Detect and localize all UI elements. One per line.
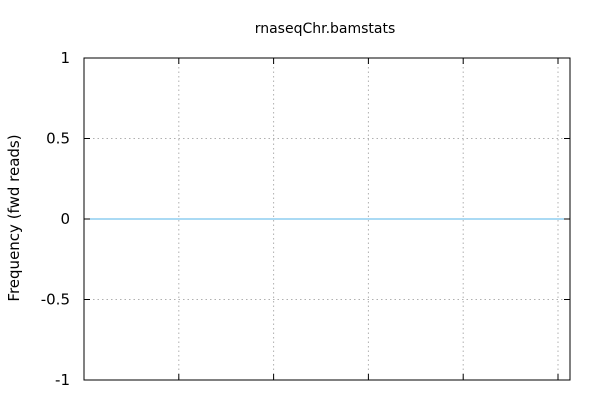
y-tick-label: 1 xyxy=(60,49,70,67)
y-axis-label: Frequency (fwd reads) xyxy=(5,134,23,301)
y-tick-label: 0.5 xyxy=(46,130,70,148)
y-tick-label: -1 xyxy=(55,371,70,389)
y-tick-label: 0 xyxy=(60,210,70,228)
y-tick-label: -0.5 xyxy=(41,291,70,309)
chart-title: rnaseqChr.bamstats xyxy=(255,21,396,37)
y-tick-labels: 1 0.5 0 -0.5 -1 xyxy=(41,49,70,389)
ticks-layer xyxy=(84,57,570,381)
